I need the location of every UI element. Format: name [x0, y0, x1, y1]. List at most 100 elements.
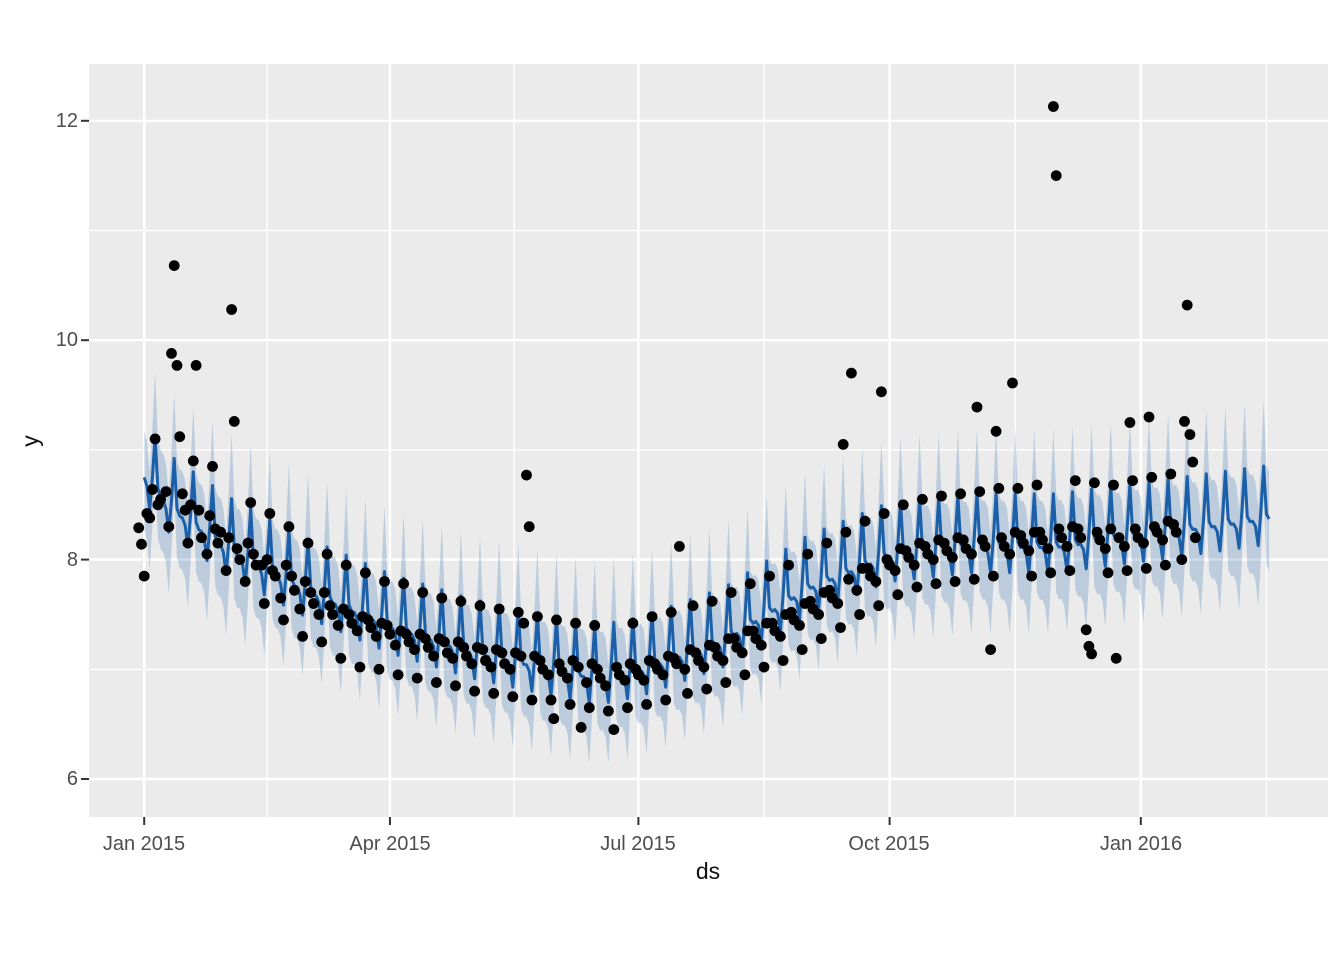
data-point [504, 663, 516, 675]
data-point [324, 600, 336, 612]
data-point [534, 655, 546, 666]
data-point [859, 515, 871, 527]
data-point [1007, 377, 1018, 389]
x-tick-label-apr-2015: Apr 2015 [349, 833, 431, 855]
data-point [1105, 523, 1117, 535]
data-point [821, 537, 833, 549]
data-point [302, 537, 314, 549]
data-point [813, 609, 824, 620]
data-point [177, 488, 188, 500]
x-tick-label-jan-2016: Jan 2016 [1099, 833, 1183, 855]
data-point [968, 573, 980, 585]
data-point [1023, 545, 1035, 557]
data-point [147, 484, 158, 495]
data-point [660, 694, 672, 706]
data-point [744, 578, 756, 590]
data-point [949, 576, 961, 587]
data-point [223, 532, 235, 544]
data-point [185, 499, 197, 511]
data-point [1170, 526, 1182, 538]
data-point [1187, 456, 1199, 468]
data-point [1165, 468, 1177, 480]
data-point [1094, 534, 1106, 546]
data-point [168, 260, 180, 271]
data-point [562, 672, 573, 684]
data-point [196, 532, 207, 544]
data-point [493, 603, 505, 615]
data-point [212, 537, 224, 549]
data-point [1102, 567, 1114, 579]
data-point [957, 534, 969, 546]
data-point [709, 642, 721, 653]
data-point [717, 655, 729, 666]
data-point [1124, 417, 1136, 428]
data-point [851, 584, 863, 596]
y-axis-title: y [17, 435, 43, 447]
x-tick-label-oct-2015: Oct 2015 [848, 833, 930, 855]
data-point [422, 642, 434, 653]
data-point [439, 636, 450, 648]
data-point [878, 508, 890, 519]
data-point [1050, 170, 1062, 182]
data-point [1151, 526, 1163, 538]
data-point [204, 510, 216, 522]
data-point [575, 722, 587, 733]
data-point [313, 609, 325, 620]
data-point [526, 694, 538, 706]
data-point [993, 482, 1005, 494]
data-point [603, 705, 614, 717]
data-point [365, 622, 377, 633]
data-point [930, 578, 942, 590]
data-point [455, 595, 467, 607]
data-point [431, 677, 442, 688]
data-point [1061, 541, 1073, 552]
data-point [736, 647, 748, 659]
data-point [1121, 565, 1133, 576]
data-point [269, 570, 281, 582]
data-point [854, 609, 865, 620]
data-point [955, 488, 966, 500]
data-point [777, 655, 789, 666]
data-point [897, 499, 909, 511]
data-point [1181, 299, 1193, 311]
data-point [974, 486, 986, 497]
data-point [1176, 554, 1188, 565]
data-point [398, 578, 409, 590]
data-point [390, 639, 401, 651]
data-point [316, 636, 328, 648]
data-point [1045, 567, 1057, 579]
data-point [1160, 559, 1171, 571]
x-tick-label-jan-2015: Jan 2015 [102, 833, 186, 855]
data-point [572, 661, 584, 673]
data-point [275, 592, 287, 604]
data-point [971, 401, 983, 413]
data-point [835, 622, 846, 633]
data-point [1110, 652, 1122, 664]
data-point [682, 688, 693, 699]
data-point [739, 669, 751, 681]
data-point [889, 565, 901, 576]
data-point [228, 416, 240, 427]
data-point [242, 537, 254, 549]
data-point [461, 650, 472, 662]
data-point [340, 559, 352, 571]
data-point [335, 652, 347, 664]
data-point [1018, 537, 1029, 549]
data-point [207, 461, 218, 472]
data-point [622, 702, 633, 714]
data-point [1190, 532, 1201, 544]
data-point [488, 688, 500, 699]
data-point [990, 425, 1002, 437]
data-point [286, 570, 297, 582]
data-point [1037, 534, 1048, 546]
data-point [351, 625, 363, 637]
data-point [354, 661, 366, 673]
data-point [638, 674, 650, 686]
data-point [1089, 477, 1100, 489]
data-point [420, 633, 431, 644]
data-point [1179, 416, 1190, 427]
data-point [843, 573, 854, 585]
data-point [671, 658, 682, 670]
data-point [384, 628, 396, 640]
